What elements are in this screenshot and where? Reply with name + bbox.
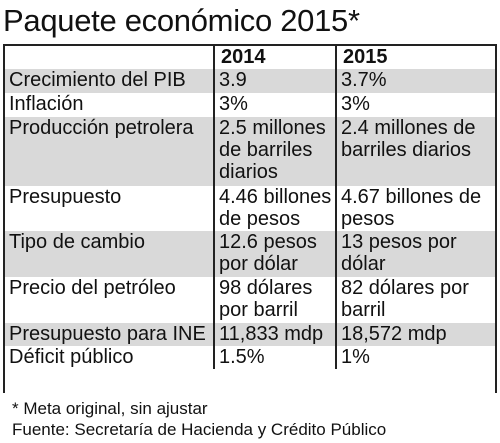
row-value-2014: 11,833 mdp — [213, 323, 336, 346]
row-label: Tipo de cambio — [5, 231, 214, 277]
table-header-row: 2014 2015 — [5, 45, 495, 69]
row-value-2015: 13 pesos por dólar — [335, 231, 495, 277]
table-row: Déficit público 1.5% 1% — [5, 346, 495, 369]
table-row: Tipo de cambio 12.6 pesos por dólar 13 p… — [5, 231, 495, 277]
row-value-2015: 82 dólares por barril — [335, 277, 495, 323]
header-cell-label — [5, 45, 214, 69]
row-value-2014: 4.46 billones de pesos — [213, 186, 336, 231]
row-value-2014: 2.5 millones de barriles diarios — [213, 117, 336, 186]
row-value-2014: 1.5% — [213, 346, 336, 369]
header-cell-2015: 2015 — [335, 45, 495, 69]
row-value-2014: 3.9 — [213, 69, 336, 93]
row-value-2015: 3.7% — [335, 69, 495, 93]
row-label: Inflación — [9, 93, 84, 115]
row-value-2015: 4.67 billones de pesos — [335, 186, 495, 231]
table-row: Crecimiento del PIB 3.9 3.7% — [5, 69, 495, 93]
table-row: Producción petrolera 2.5 millones de bar… — [5, 117, 495, 186]
header-cell-2014: 2014 — [213, 45, 336, 69]
row-label: Crecimiento del PIB — [5, 69, 214, 93]
table-row: Presupuesto 4.46 billones de pesos 4.67 … — [5, 186, 495, 231]
row-value-2014: 98 dólares por barril — [213, 277, 336, 323]
data-table: 2014 2015 Crecimiento del PIB 3.9 3.7% I… — [5, 45, 495, 369]
data-table-frame: 2014 2015 Crecimiento del PIB 3.9 3.7% I… — [3, 45, 497, 393]
row-value-2015: 18,572 mdp — [335, 323, 495, 346]
row-value-2014: 3% — [213, 93, 336, 117]
row-label: Déficit público — [9, 346, 134, 368]
row-label: Precio del petróleo — [9, 277, 176, 299]
row-value-2015: 3% — [335, 93, 495, 117]
row-label: Presupuesto para INE — [5, 323, 214, 346]
source-credit: Fuente: Secretaría de Hacienda y Crédito… — [12, 420, 387, 439]
page-title: Paquete económico 2015* — [3, 3, 360, 38]
row-label: Presupuesto — [9, 186, 122, 208]
table-row: Precio del petróleo 98 dólares por barri… — [5, 277, 495, 323]
footnote: * Meta original, sin ajustar — [12, 399, 208, 418]
row-label: Producción petrolera — [5, 117, 214, 186]
row-value-2014: 12.6 pesos por dólar — [213, 231, 336, 277]
row-value-2015: 1% — [335, 346, 495, 369]
table-row: Inflación 3% 3% — [5, 93, 495, 117]
table-row: Presupuesto para INE 11,833 mdp 18,572 m… — [5, 323, 495, 346]
row-value-2015: 2.4 millones de barriles diarios — [335, 117, 495, 186]
